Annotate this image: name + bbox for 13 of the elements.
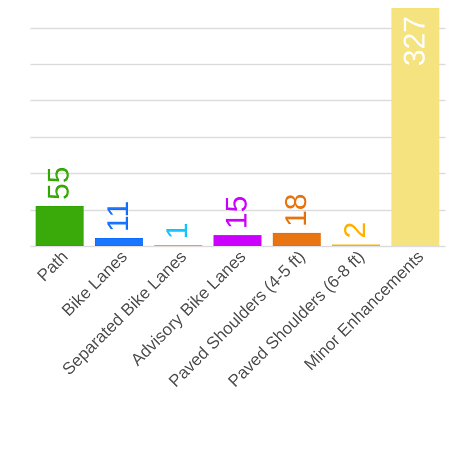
data-label: 2 bbox=[339, 222, 372, 239]
bar bbox=[36, 206, 84, 246]
bar bbox=[391, 8, 440, 246]
bar bbox=[214, 235, 262, 246]
x-tick-label: Path bbox=[33, 247, 72, 286]
data-label: 18 bbox=[280, 194, 313, 227]
data-label: 55 bbox=[42, 166, 76, 200]
bar bbox=[94, 238, 143, 246]
bar bbox=[272, 232, 321, 246]
data-label: 11 bbox=[102, 200, 135, 232]
data-label: 15 bbox=[220, 196, 254, 230]
data-label: 327 bbox=[398, 16, 432, 66]
data-label: 1 bbox=[161, 222, 194, 240]
